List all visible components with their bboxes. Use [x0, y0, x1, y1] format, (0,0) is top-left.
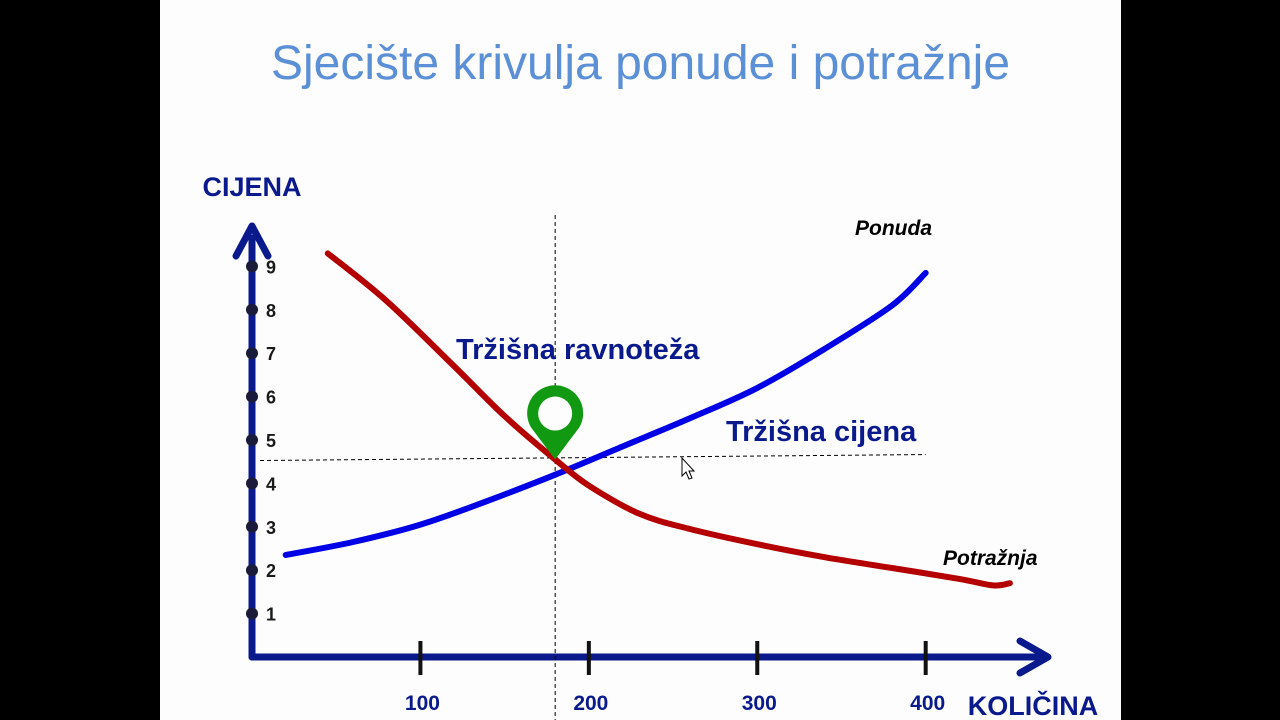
x-axis-arrowhead: [1016, 637, 1052, 677]
y-axis-arrowhead: [232, 222, 272, 260]
equilibrium-label: Tržišna ravnoteža: [456, 334, 700, 366]
mouse-cursor-icon: [681, 456, 696, 480]
y-tick-label: 9: [266, 257, 276, 277]
y-tick-dot: [246, 260, 258, 273]
y-tick-dot: [246, 607, 258, 620]
x-tick-label: 100: [405, 692, 440, 715]
y-axis-label: CIJENA: [202, 172, 301, 202]
slide: Sjecište krivulja ponude i potražnje 1 2 3…: [160, 0, 1121, 720]
y-tick-label: 5: [266, 431, 276, 451]
y-tick-dot: [246, 434, 258, 446]
y-tick-dot: [246, 390, 258, 403]
pin-hole: [538, 396, 573, 431]
y-tick-dot: [246, 564, 258, 577]
y-tick-dot: [246, 520, 258, 533]
slide-title: Sjecište krivulja ponude i potražnje: [270, 37, 1011, 90]
y-tick-label: 3: [266, 518, 276, 538]
y-tick-label: 7: [266, 344, 276, 364]
axes: [232, 222, 1052, 677]
y-tick-label: 4: [266, 474, 276, 494]
y-tick-dot: [246, 303, 258, 316]
supply-series-label: Ponuda: [855, 217, 932, 240]
x-ticks: 100 200 300 400: [405, 641, 945, 715]
y-tick-dot: [246, 347, 258, 360]
y-tick-label: 2: [266, 561, 276, 581]
market-price-label: Tržišna cijena: [726, 416, 917, 448]
demand-series-label: Potražnja: [943, 547, 1038, 570]
y-tick-label: 6: [266, 388, 276, 408]
supply-demand-chart: 1 2 3 4 5 6 7 8 9 100 200 300 400 CIJENA KOLIČINA P…: [202, 172, 1099, 720]
y-tick-dot: [246, 477, 258, 490]
x-tick-label: 400: [910, 692, 945, 715]
x-tick-label: 300: [742, 692, 777, 715]
supply-curve: [282, 269, 929, 558]
location-pin-icon: [527, 385, 584, 460]
y-tick-label: 1: [266, 605, 276, 625]
y-ticks: 1 2 3 4 5 6 7 8 9: [246, 257, 276, 625]
x-axis-label: KOLIČINA: [968, 690, 1099, 720]
demand-curve: [324, 250, 1013, 589]
y-tick-label: 8: [266, 301, 276, 321]
x-tick-label: 200: [573, 692, 608, 715]
